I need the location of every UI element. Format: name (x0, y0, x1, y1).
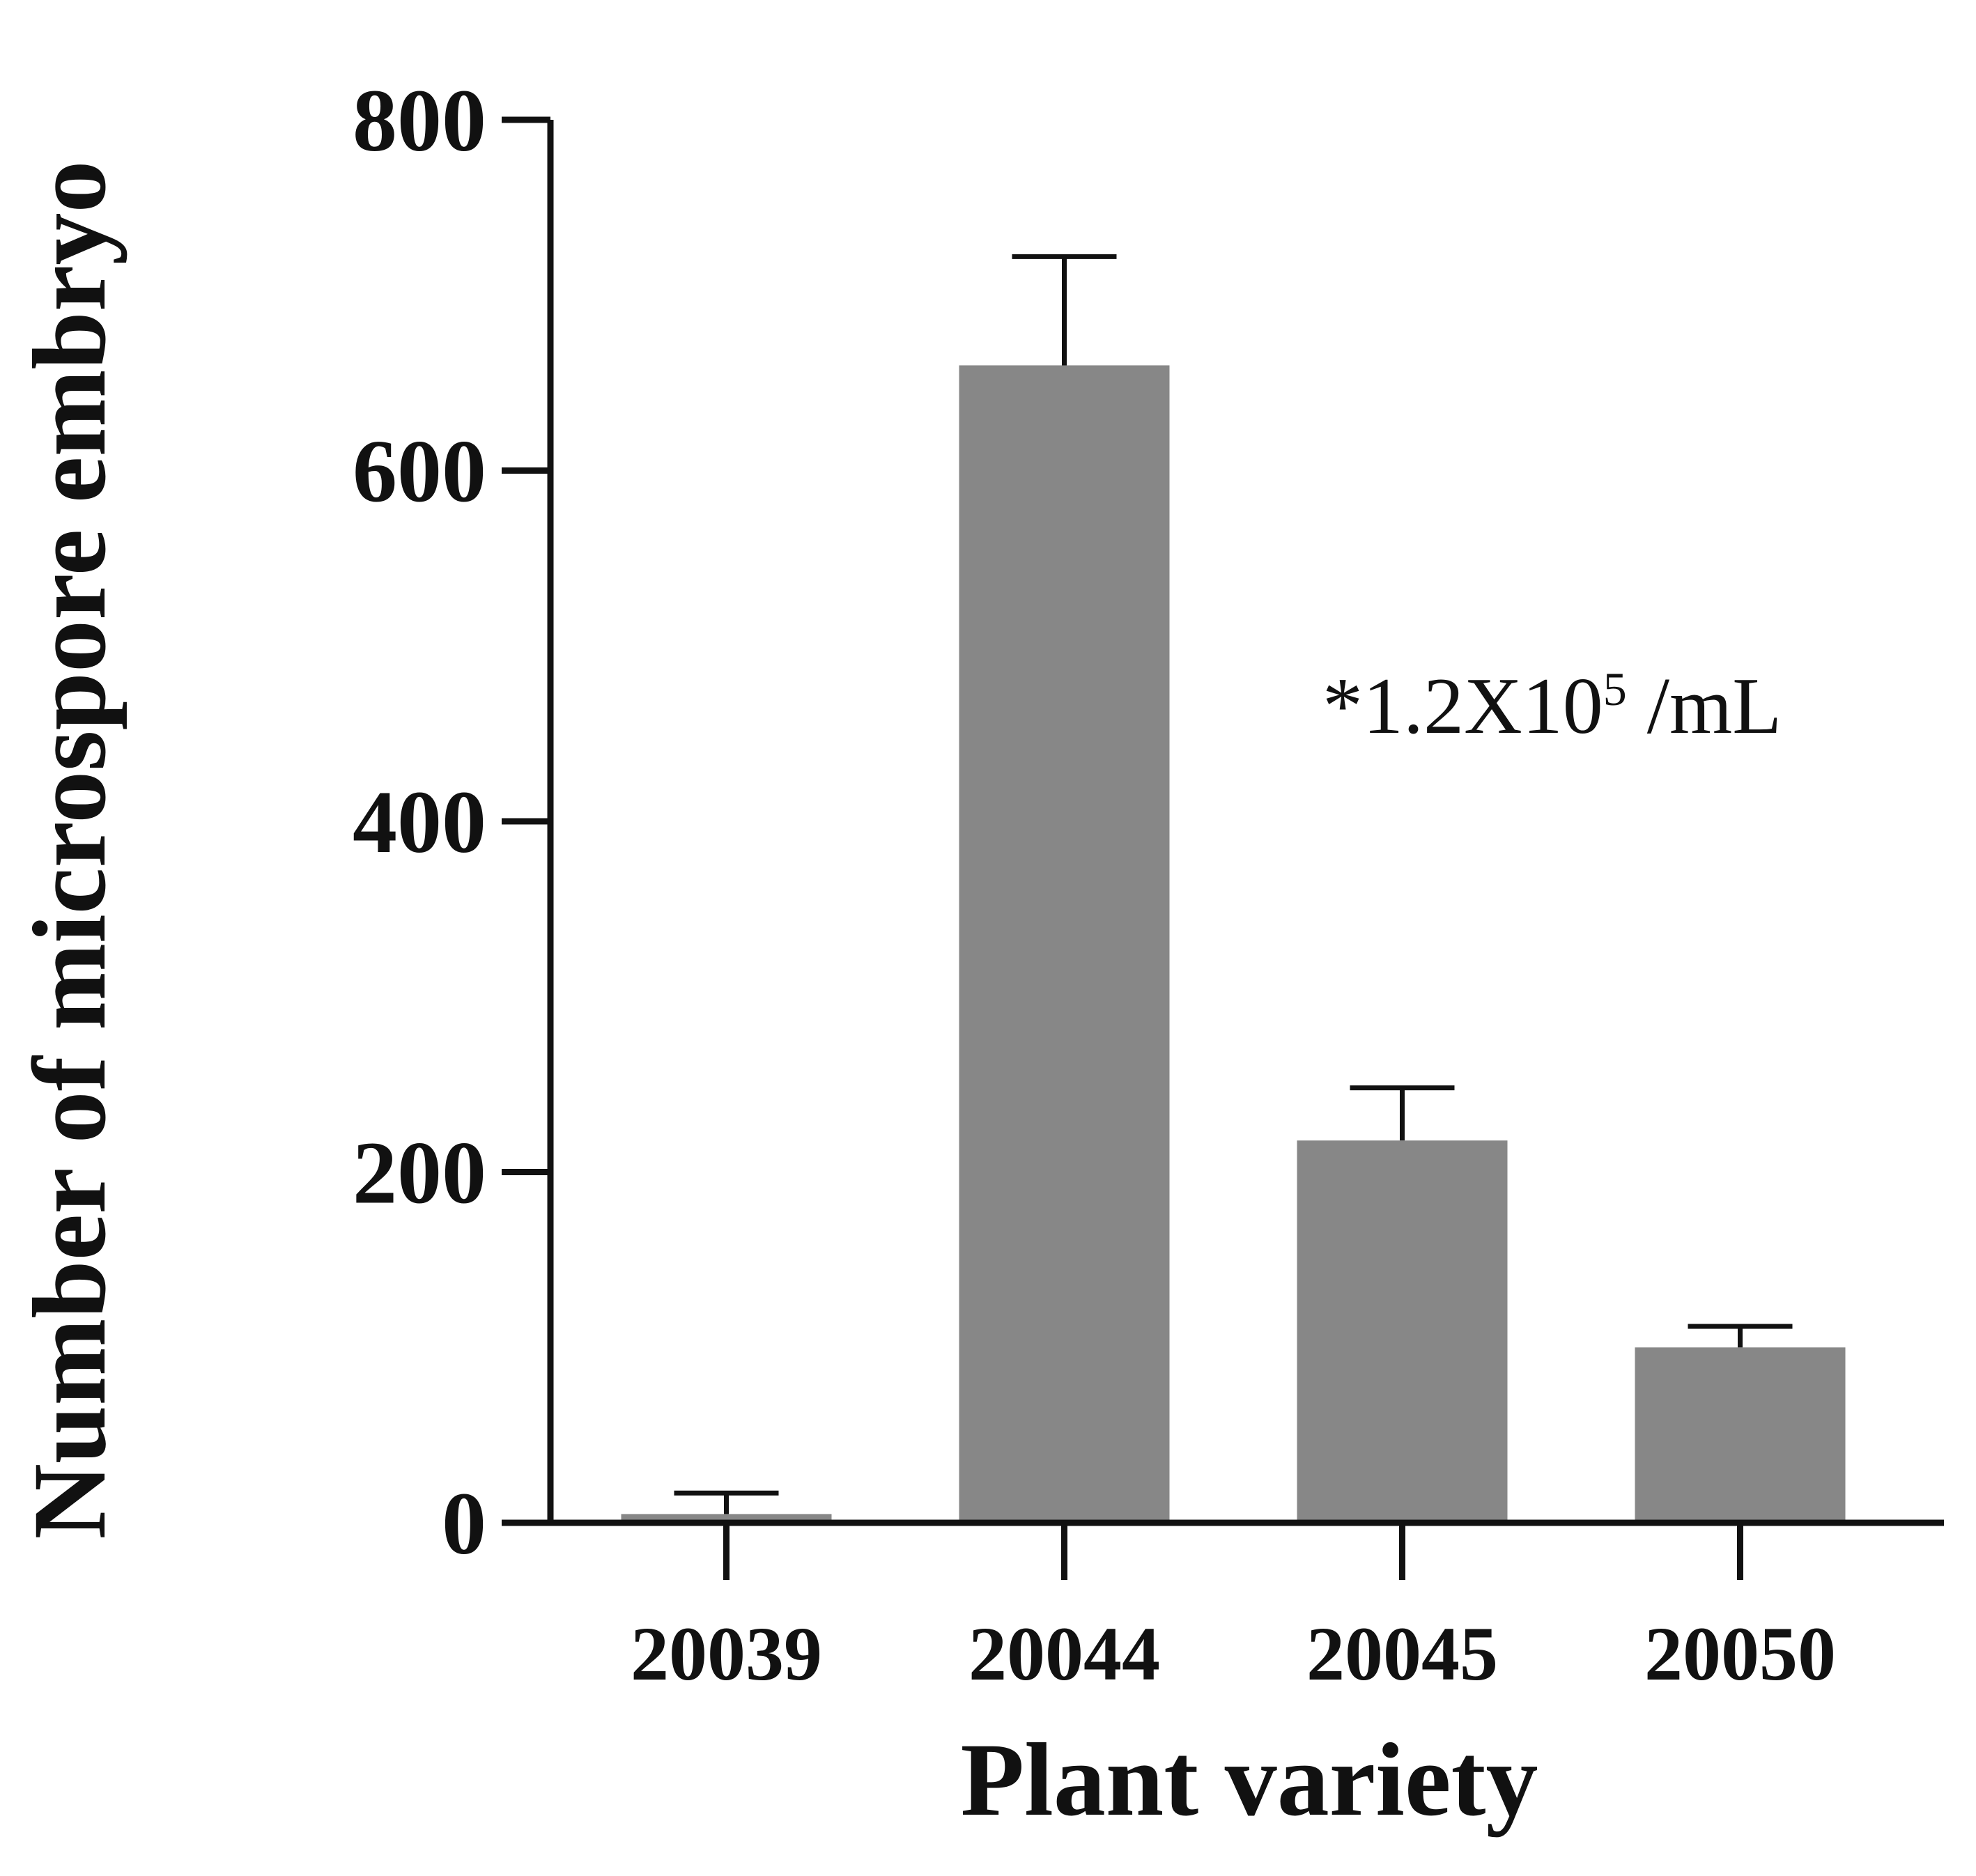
y-tick-label: 600 (353, 422, 486, 521)
error-bar (674, 1490, 779, 1514)
y-tick-label: 0 (442, 1474, 486, 1573)
error-bar (1012, 254, 1117, 366)
y-tick-label: 200 (353, 1124, 486, 1223)
error-bars (674, 254, 1793, 1514)
bar (959, 365, 1170, 1524)
x-tick-label: 20039 (631, 1611, 822, 1696)
x-tick-label: 20044 (968, 1611, 1160, 1696)
bar (1635, 1347, 1846, 1523)
bar (1297, 1140, 1508, 1523)
x-tick-label: 20050 (1644, 1611, 1836, 1696)
error-bar (1688, 1324, 1793, 1348)
x-tick-label: 20045 (1306, 1611, 1498, 1696)
error-bar (1350, 1085, 1455, 1141)
annotation-suffix: /mL (1627, 662, 1782, 751)
bars (621, 365, 1846, 1524)
y-tick-label: 800 (353, 71, 486, 170)
annotation-superscript: 5 (1603, 662, 1627, 715)
y-axis-title: Number of microspore embryo (12, 161, 128, 1540)
x-axis-ticks: 20039 20044 20045 20050 (631, 1523, 1836, 1696)
y-tick-label: 400 (353, 773, 486, 871)
annotation-prefix: *1.2X10 (1322, 662, 1603, 751)
concentration-annotation: *1.2X105 /mL (1322, 662, 1782, 751)
y-axis-ticks: 0 200 400 600 800 (353, 71, 550, 1573)
x-axis-title: Plant variety (961, 1722, 1538, 1838)
